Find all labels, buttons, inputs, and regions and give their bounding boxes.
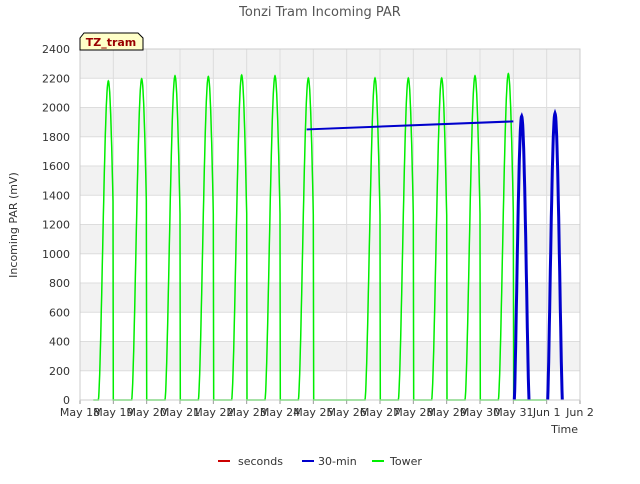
y-tick-label: 1800 [42, 131, 70, 144]
x-tick-label: May 24 [260, 406, 300, 419]
tower-peak-point [307, 77, 310, 80]
x-axis-label: Time [550, 423, 578, 436]
y-tick-label: 1600 [42, 160, 70, 173]
legend-label-tower: Tower [389, 455, 422, 468]
y-axis-label: Incoming PAR (mV) [7, 172, 20, 278]
y-tick-label: 2000 [42, 102, 70, 115]
site-label-badge: TZ_tram [79, 32, 144, 51]
plot-band [80, 224, 580, 254]
plot-band [80, 341, 580, 371]
x-tick-label: Jun 2 [565, 406, 594, 419]
tower-peak-point [407, 77, 410, 80]
x-tick-label: Jun 1 [532, 406, 561, 419]
tower-peak-point [274, 75, 276, 77]
tower-peak-point [507, 72, 510, 75]
y-tick-label: 2400 [42, 43, 70, 56]
y-tick-label: 200 [49, 365, 70, 378]
legend: seconds 30-min Tower [218, 455, 422, 468]
x-tick-label: May 23 [227, 406, 267, 419]
x-tick-label: May 27 [360, 406, 400, 419]
y-tick-label: 0 [63, 394, 70, 407]
x-tick-label: May 21 [160, 406, 200, 419]
legend-label-30min: 30-min [318, 455, 357, 468]
tower-peak-point [474, 75, 476, 77]
x-tick-label: May 22 [193, 406, 233, 419]
y-tick-label: 600 [49, 306, 70, 319]
legend-label-seconds: seconds [238, 455, 283, 468]
x-tick-label: May 31 [493, 406, 533, 419]
x-tick-label: May 18 [60, 406, 100, 419]
plot-border [79, 48, 581, 401]
plot-band [80, 166, 580, 196]
tower-peak-point [174, 75, 176, 77]
tower-peak-point [207, 75, 210, 78]
x-tick-label: May 25 [293, 406, 333, 419]
x-tick-label: May 26 [327, 406, 367, 419]
y-tick-label: 2200 [42, 72, 70, 85]
y-tick-label: 800 [49, 277, 70, 290]
x-tick-label: May 19 [93, 406, 133, 419]
tower-peak-point [107, 80, 110, 83]
x-tick-label: May 30 [460, 406, 500, 419]
plot-band [80, 283, 580, 313]
30min-peak-point [520, 115, 523, 118]
y-tick-label: 400 [49, 336, 70, 349]
x-tick-label: May 29 [427, 406, 467, 419]
chart-title: Tonzi Tram Incoming PAR [238, 5, 401, 20]
x-tick-label: May 28 [393, 406, 433, 419]
tower-peak-point [240, 74, 243, 77]
y-tick-label: 1400 [42, 189, 70, 202]
tower-peak-point [440, 77, 443, 80]
30min-trend-line [306, 120, 514, 131]
tower-peak-point [374, 77, 376, 80]
30min-peak-point [553, 112, 557, 115]
plot-band [80, 49, 580, 79]
y-tick-label: 1200 [42, 219, 70, 232]
tower-peak-point [140, 78, 143, 80]
x-tick-label: May 20 [127, 406, 167, 419]
site-label: TZ_tram [86, 36, 137, 49]
y-tick-label: 1000 [42, 248, 70, 261]
